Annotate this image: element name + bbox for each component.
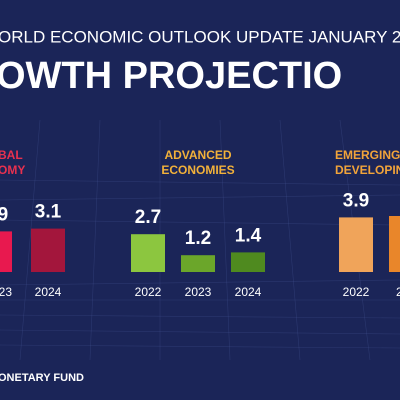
panel-title: BAL — [0, 148, 23, 162]
value-label: 2.7 — [135, 207, 161, 228]
x-tick-label: 202 — [396, 285, 400, 299]
bar — [0, 231, 12, 272]
value-label: 2.9 — [0, 204, 8, 225]
x-tick-label: 2023 — [185, 285, 212, 299]
bar — [339, 217, 373, 272]
kicker: ORLD ECONOMIC OUTLOOK UPDATE JANUARY 20 — [0, 27, 400, 46]
bar — [131, 234, 165, 272]
bar — [181, 255, 215, 272]
panel-title: EMERGING — [335, 148, 400, 162]
x-tick-label: 2024 — [35, 285, 62, 299]
x-tick-label: 23 — [0, 285, 12, 299]
panel-title: ECONOMIES — [161, 163, 234, 177]
main-title: OWTH PROJECTIO — [0, 55, 342, 97]
value-label: 1.2 — [185, 228, 211, 249]
value-label: 1.4 — [235, 225, 262, 246]
bar — [231, 252, 265, 272]
value-label: 3.1 — [35, 202, 62, 223]
bar — [31, 228, 65, 272]
value-label: 3.9 — [343, 190, 369, 211]
x-tick-label: 2022 — [135, 285, 162, 299]
x-tick-label: 2024 — [235, 285, 262, 299]
x-tick-label: 2022 — [343, 285, 370, 299]
panel-title: ADVANCED — [164, 148, 231, 162]
panel-title: OMY — [0, 163, 25, 177]
bar — [389, 216, 400, 272]
panel-title: DEVELOPING — [335, 163, 400, 177]
footer: ONETARY FUND — [0, 372, 84, 384]
